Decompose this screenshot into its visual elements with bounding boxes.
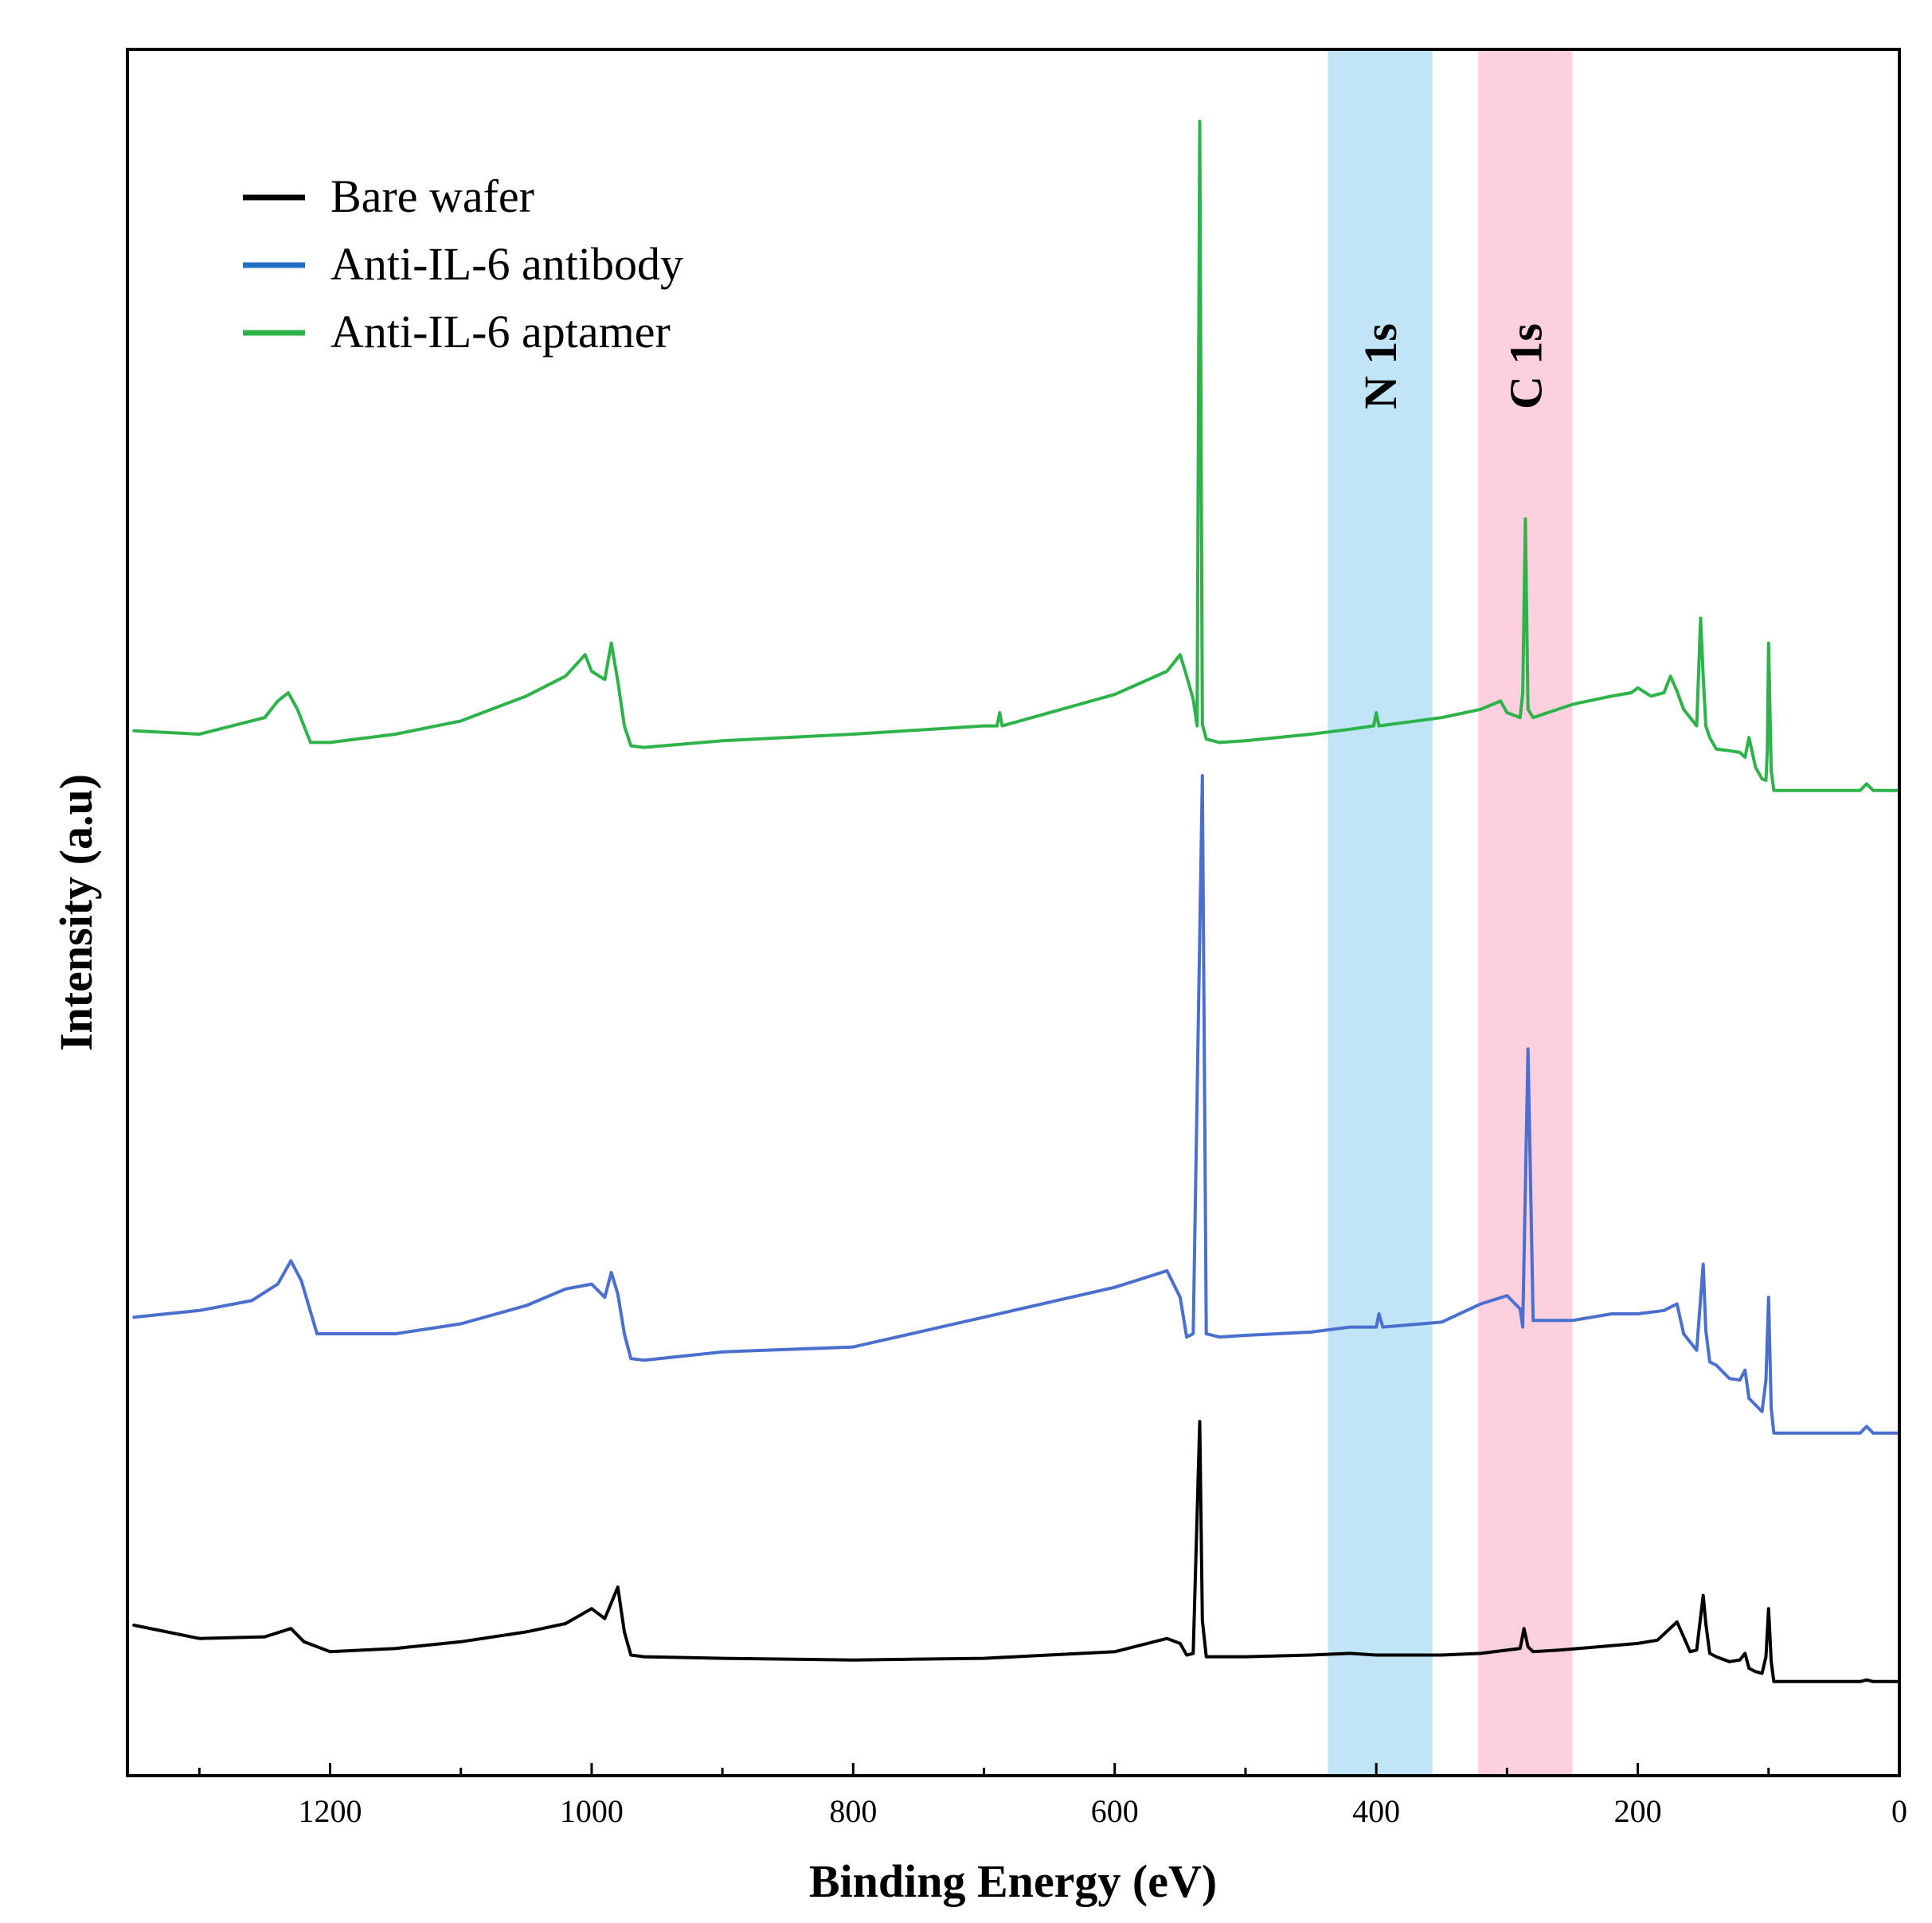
n-1s-band xyxy=(1328,49,1433,1776)
bare-wafer-line xyxy=(132,1420,1899,1683)
bands-layer: N 1s C 1s xyxy=(1328,49,1573,1776)
anti-il-6-aptamer-line xyxy=(132,119,1899,792)
x-tick-label-600: 600 xyxy=(1091,1793,1139,1829)
legend-label-bare-wafer: Bare wafer xyxy=(330,170,534,222)
x-tick-label-0: 0 xyxy=(1891,1793,1907,1829)
legend-label-anti-il-6-aptamer: Anti-IL-6 aptamer xyxy=(330,306,671,358)
n-1s-band-label: N 1s xyxy=(1355,323,1406,409)
x-tick-label-800: 800 xyxy=(829,1793,877,1829)
c-1s-band-label: C 1s xyxy=(1500,323,1551,409)
x-tick-label-400: 400 xyxy=(1352,1793,1400,1829)
y-axis-title: Intensity (a.u) xyxy=(50,774,102,1051)
series-layer xyxy=(132,119,1899,1683)
x-tick-label-1000: 1000 xyxy=(560,1793,624,1829)
c-1s-band xyxy=(1478,49,1573,1776)
x-axis-title: Binding Energy (eV) xyxy=(809,1855,1217,1907)
x-tick-label-200: 200 xyxy=(1614,1793,1662,1829)
plot-frame xyxy=(126,48,1901,1777)
x-tick-label-1200: 1200 xyxy=(299,1793,362,1829)
legend: Bare wafer Anti-IL-6 antibody Anti-IL-6 ap… xyxy=(243,170,683,358)
anti-il-6-antibody-line xyxy=(132,774,1899,1435)
legend-label-anti-il-6-antibody: Anti-IL-6 antibody xyxy=(330,238,683,290)
x-axis: 1200 1000 800 600 400 200 0 xyxy=(198,1763,1907,1829)
